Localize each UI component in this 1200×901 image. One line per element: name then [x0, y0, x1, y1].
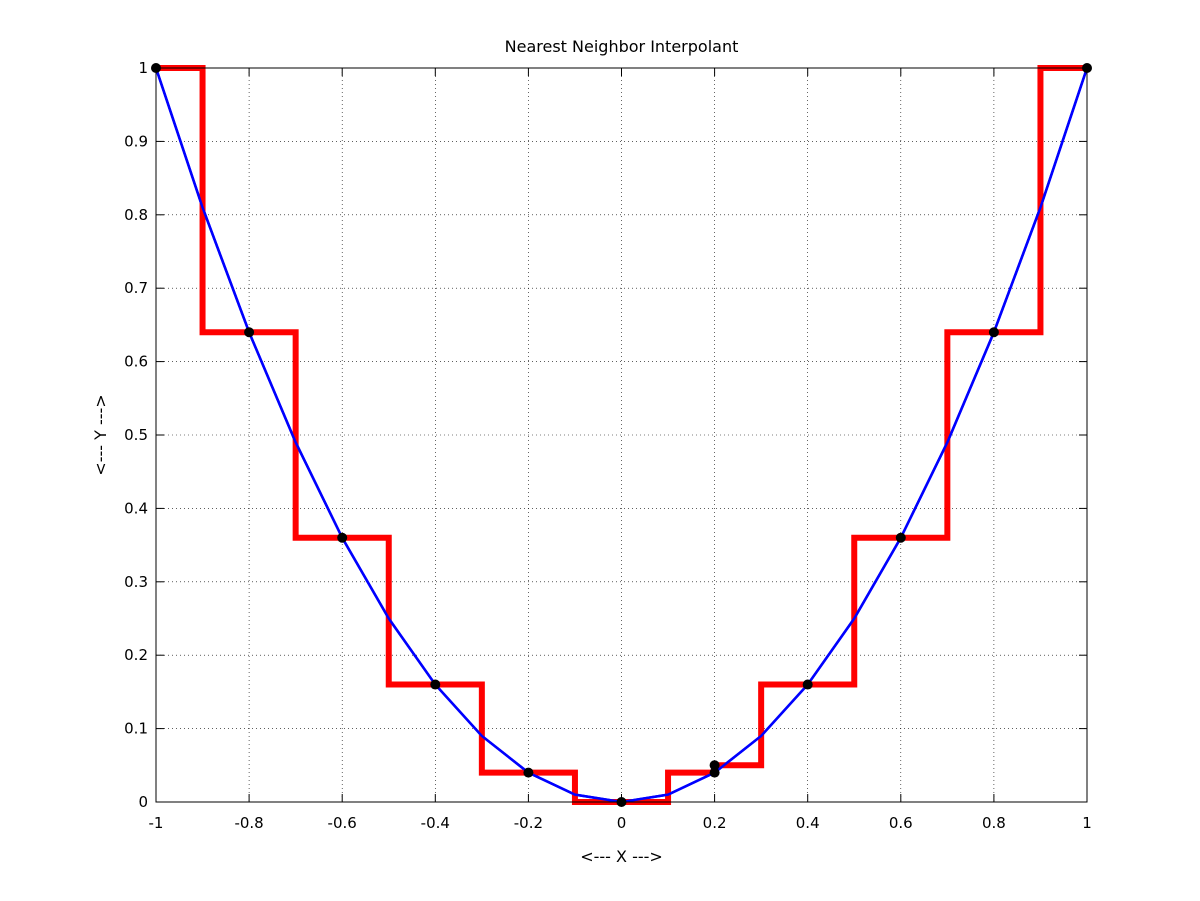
x-tick-label: 0.6 [889, 814, 913, 832]
y-tick-label: 0.4 [124, 499, 148, 517]
y-tick-label: 0.2 [124, 646, 148, 664]
x-tick-label: 0.8 [982, 814, 1006, 832]
y-tick-label: 0.3 [124, 573, 148, 591]
y-tick-label: 0.8 [124, 206, 148, 224]
y-tick-label: 0.7 [124, 279, 148, 297]
y-tick-label: 1 [138, 59, 148, 77]
x-tick-label: -0.6 [328, 814, 357, 832]
x-tick-label: -0.4 [421, 814, 450, 832]
y-tick-label: 0 [138, 793, 148, 811]
x-tick-label: 0.4 [796, 814, 820, 832]
x-axis-label: <--- X ---> [580, 847, 663, 866]
data-point-marker [244, 327, 255, 338]
y-tick-label: 0.5 [124, 426, 148, 444]
y-tick-label: 0.1 [124, 720, 148, 738]
y-axis-label: <--- Y ---> [91, 394, 110, 475]
data-point-marker [709, 767, 720, 778]
data-point-marker [709, 760, 720, 771]
ticks: -1 -0.8 -0.6 -0.4 -0.2 0 0.2 0.4 0.6 0.8 1 0 0.1 0.2 0… [124, 59, 1092, 832]
data-point-marker [988, 327, 999, 338]
data-point-marker [802, 679, 813, 690]
x-tick-label: -0.8 [234, 814, 263, 832]
x-tick-label: 1 [1082, 814, 1092, 832]
x-tick-label: -1 [149, 814, 164, 832]
data-point-marker [430, 679, 441, 690]
series-layer [151, 63, 1092, 807]
x-tick-label: -0.2 [514, 814, 543, 832]
y-tick-label: 0.6 [124, 353, 148, 371]
data-point-marker [895, 532, 906, 543]
x-tick-label: 0.2 [703, 814, 727, 832]
chart-title: Nearest Neighbor Interpolant [505, 37, 739, 56]
nearest-neighbor-step-line [156, 65, 1087, 805]
data-point-marker [523, 767, 534, 778]
x-tick-label: 0 [617, 814, 627, 832]
data-point-marker [337, 532, 348, 543]
y-tick-label: 0.9 [124, 132, 148, 150]
